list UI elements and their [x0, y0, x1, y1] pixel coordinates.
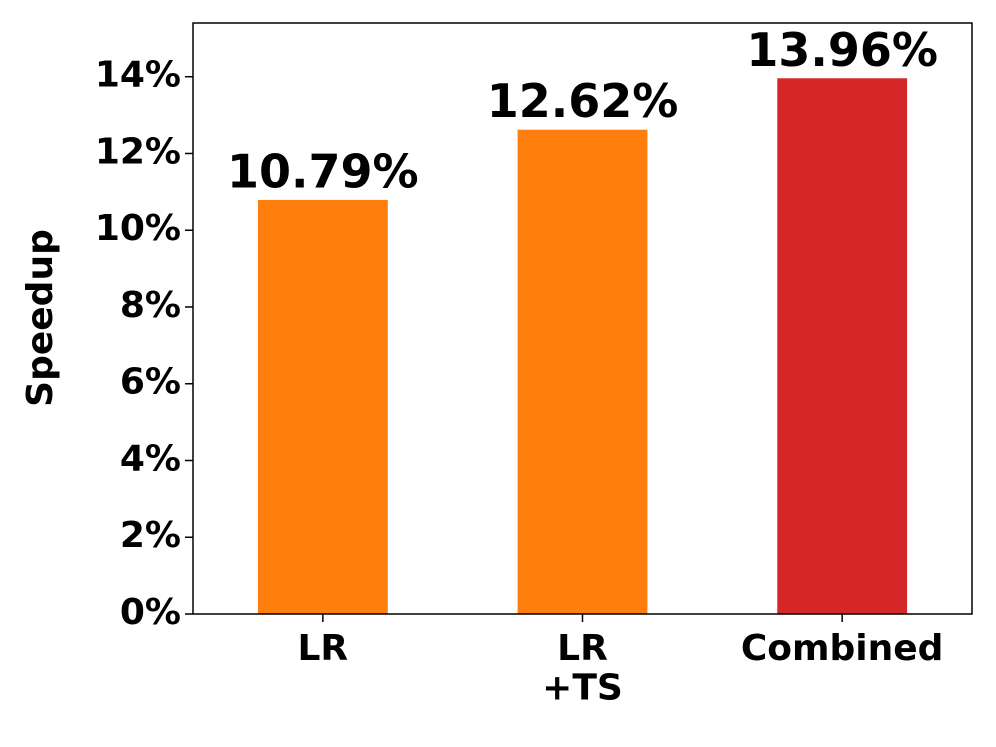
- value-label: 13.96%: [746, 23, 938, 77]
- x-tick-label: Combined: [741, 628, 944, 669]
- y-tick-label: 2%: [120, 515, 181, 556]
- bar: [517, 129, 648, 614]
- bar: [777, 78, 908, 615]
- x-tick-label: LR +TS: [542, 628, 623, 709]
- y-tick-label: 14%: [95, 55, 181, 96]
- bar: [257, 199, 388, 614]
- value-label: 10.79%: [227, 144, 419, 198]
- y-tick-label: 6%: [120, 362, 181, 403]
- x-tick-label: LR: [297, 628, 348, 669]
- y-tick-label: 8%: [120, 285, 181, 326]
- value-label: 12.62%: [487, 74, 679, 128]
- plot-frame: [192, 22, 973, 615]
- y-tick-label: 0%: [120, 592, 181, 633]
- y-tick-label: 4%: [120, 438, 181, 479]
- y-tick-label: 10%: [95, 208, 181, 249]
- y-tick-label: 12%: [95, 131, 181, 172]
- y-axis-label: Speedup: [20, 229, 61, 407]
